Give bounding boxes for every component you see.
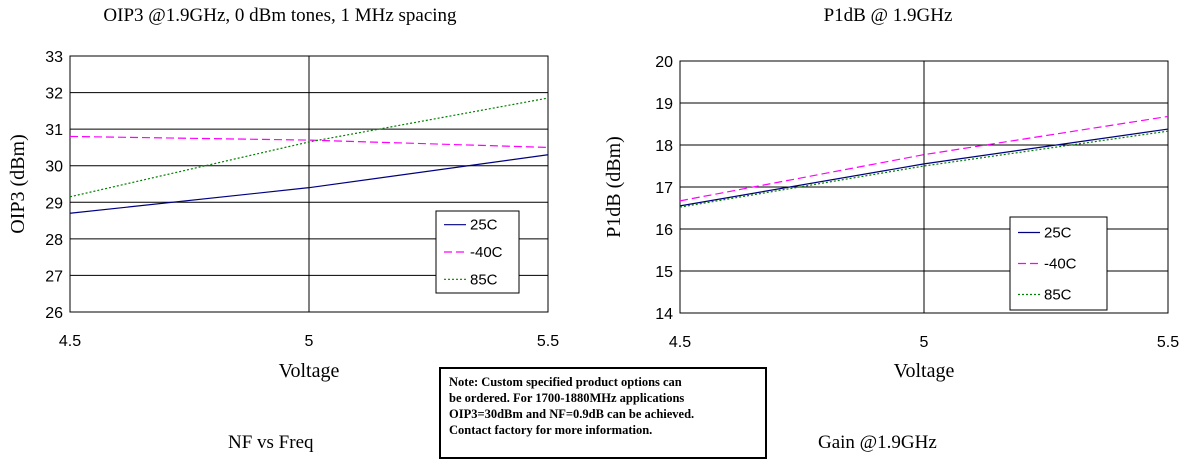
chart2-y-tick-label: 18 xyxy=(655,138,673,155)
chart1-x-tick-label: 4.5 xyxy=(59,333,81,350)
chart2-series-line-40c xyxy=(679,115,1169,202)
chart1-title: OIP3 @1.9GHz, 0 dBm tones, 1 MHz spacing xyxy=(103,5,457,26)
chart2-legend-label: -40C xyxy=(1044,256,1077,273)
chart1-series-line-40c xyxy=(69,135,549,149)
chart2-series-line-25c xyxy=(679,128,1169,207)
nf-chart-title: NF vs Freq xyxy=(228,432,314,453)
chart1-x-tick-label: 5.5 xyxy=(537,333,559,350)
chart2-legend-label: 25C xyxy=(1044,225,1072,242)
chart1-y-tick-label: 33 xyxy=(45,49,63,66)
chart1-series-line-85c xyxy=(69,97,549,198)
chart2-y-tick-label: 19 xyxy=(655,96,673,113)
chart1-x-axis-label: Voltage xyxy=(279,360,340,382)
chart2-y-tick-label: 20 xyxy=(655,54,673,71)
chart2-y-tick-label: 17 xyxy=(655,180,673,197)
chart1-y-tick-label: 32 xyxy=(45,86,63,103)
chart1-y-tick-label: 28 xyxy=(45,232,63,249)
chart2-legend-label: 85C xyxy=(1044,287,1072,304)
chart2-y-axis-label: P1dB (dBm) xyxy=(603,136,625,238)
chart2-y-tick-label: 14 xyxy=(655,306,673,323)
chart1-y-tick-label: 29 xyxy=(45,195,63,212)
chart1-y-tick-label: 26 xyxy=(45,305,63,322)
chart2-x-tick-label: 4.5 xyxy=(669,334,691,351)
gain-chart-title: Gain @1.9GHz xyxy=(818,432,937,453)
chart1-y-tick-label: 30 xyxy=(45,159,63,176)
chart2-y-tick-label: 15 xyxy=(655,264,673,281)
chart2-y-tick-label: 16 xyxy=(655,222,673,239)
chart1-legend-label: 85C xyxy=(470,271,498,288)
chart1-x-tick-label: 5 xyxy=(305,333,314,350)
chart2-x-tick-label: 5 xyxy=(920,334,929,351)
chart2-title: P1dB @ 1.9GHz xyxy=(824,5,953,26)
note-box: Note: Custom specified product options c… xyxy=(439,367,767,459)
chart1-legend-label: -40C xyxy=(470,244,503,261)
chart1-y-tick-label: 31 xyxy=(45,122,63,139)
chart1-y-axis-label: OIP3 (dBm) xyxy=(7,134,29,233)
chart1-legend-label: 25C xyxy=(470,217,498,234)
chart2-x-tick-label: 5.5 xyxy=(1157,334,1179,351)
chart2-x-axis-label: Voltage xyxy=(894,360,955,382)
chart1-y-tick-label: 27 xyxy=(45,268,63,285)
chart1-series-line-25c xyxy=(69,154,549,214)
